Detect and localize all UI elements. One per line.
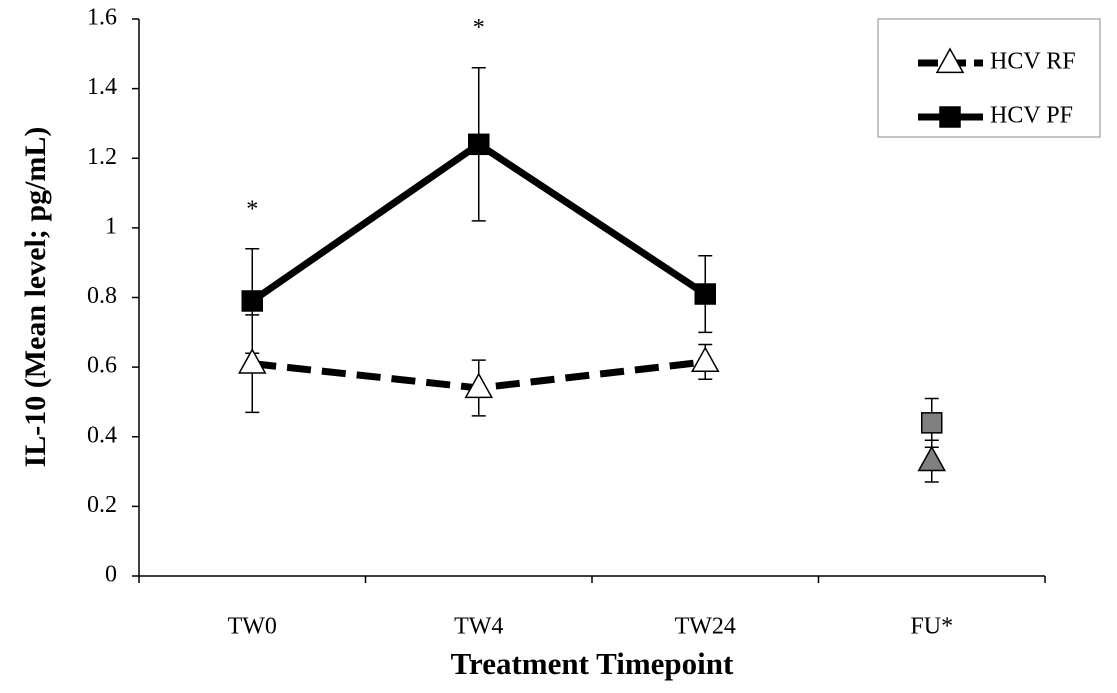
y-tick-label: 0.6 — [87, 353, 117, 379]
data-point — [917, 445, 947, 472]
y-tick-label: 0.4 — [87, 422, 117, 448]
y-tick-label: 0 — [105, 562, 117, 588]
y-tick-label: 0.2 — [87, 492, 117, 518]
y-tick-label: 1.6 — [87, 5, 117, 31]
y-tick-label: 1.2 — [87, 144, 117, 170]
legend-marker — [935, 47, 965, 74]
data-point — [690, 346, 720, 373]
data-point — [468, 133, 490, 156]
legend-marker — [939, 106, 961, 128]
data-point — [237, 348, 267, 374]
annotation: * — [473, 15, 485, 41]
y-tick-label: 0.8 — [87, 283, 117, 309]
data-point — [241, 290, 263, 312]
annotation: * — [246, 196, 258, 222]
x-tick-label: FU* — [910, 614, 953, 640]
x-tick-label: TW24 — [675, 614, 736, 640]
data-point — [921, 412, 943, 434]
x-axis-title: Treatment Timepoint — [451, 646, 734, 681]
y-tick-label: 1.4 — [87, 74, 117, 100]
data-point — [464, 372, 494, 399]
x-tick-label: TW0 — [228, 614, 277, 640]
legend-box — [877, 18, 1101, 138]
legend-label: HCV PF — [990, 103, 1073, 129]
legend-label: HCV RF — [990, 49, 1076, 75]
y-tick-label: 1 — [105, 213, 117, 239]
y-axis-title: IL-10 (Mean level; pg/mL) — [19, 127, 52, 468]
data-point — [694, 283, 716, 305]
x-tick-label: TW4 — [454, 614, 503, 640]
